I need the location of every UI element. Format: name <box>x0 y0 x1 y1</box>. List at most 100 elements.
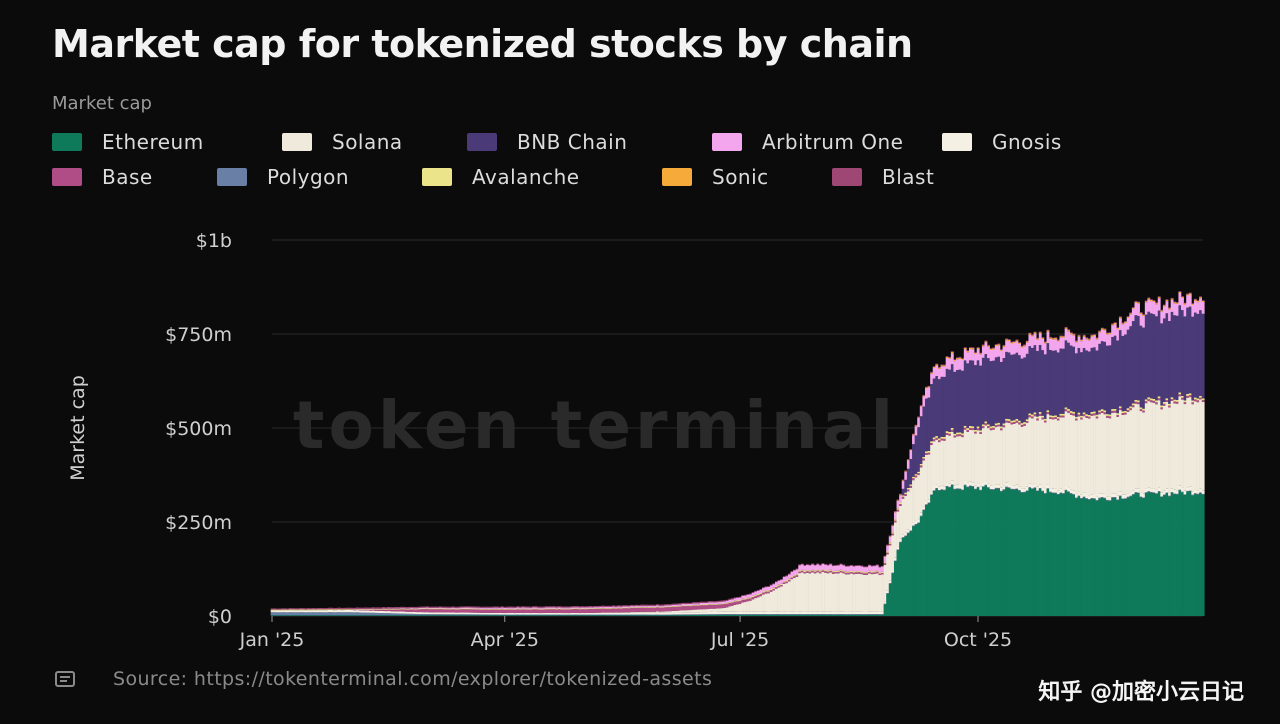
bar-segment-arbitrum-one <box>403 608 406 609</box>
bar-segment-ethereum <box>1173 494 1176 616</box>
bar-segment-sonic <box>961 359 964 360</box>
bar-segment-arbitrum-one <box>809 565 812 570</box>
bar-segment-ethereum <box>718 615 721 616</box>
bar-segment-arbitrum-one <box>728 600 731 602</box>
bar-segment-avalanche <box>677 606 680 607</box>
bar-segment-gnosis <box>597 613 600 615</box>
bar-segment-blast <box>772 583 775 584</box>
bar-segment-ethereum <box>723 615 726 616</box>
bar-segment-avalanche <box>550 609 553 610</box>
bar-segment-blast <box>568 607 571 608</box>
bar-segment-polygon <box>687 614 690 615</box>
bar-segment-base <box>744 599 747 602</box>
bar-segment-arbitrum-one <box>1124 323 1127 335</box>
bar-segment-polygon <box>664 615 667 616</box>
bar-segment-blast <box>897 499 900 500</box>
bar-segment-blast <box>902 480 905 481</box>
bar-segment-blast <box>855 565 858 566</box>
bar-segment-gnosis <box>1160 493 1163 497</box>
bar-segment-ethereum <box>1160 497 1163 616</box>
bar-segment-arbitrum-one <box>426 608 429 609</box>
bar-segment-ethereum <box>434 615 437 616</box>
bar-segment-ethereum <box>1191 496 1194 617</box>
bar-segment-avalanche <box>547 609 550 610</box>
bar-segment-solana <box>630 612 633 613</box>
bar-segment-blast <box>1016 340 1019 341</box>
bar-segment-gnosis <box>372 611 375 613</box>
bar-segment-blast <box>566 607 569 608</box>
bar-segment-ethereum <box>1137 493 1140 616</box>
bar-segment-ethereum <box>496 615 499 616</box>
bar-segment-ethereum <box>1109 501 1112 616</box>
bar-segment-polygon <box>1047 488 1050 489</box>
bar-segment-gnosis <box>620 613 623 615</box>
bar-segment-arbitrum-one <box>1114 324 1117 336</box>
bar-segment-arbitrum-one <box>1085 339 1088 350</box>
bar-segment-blast <box>395 607 398 608</box>
bar-segment-polygon <box>452 614 455 615</box>
bar-segment-base <box>576 609 579 613</box>
bar-segment-blast <box>853 566 856 567</box>
bar-segment-arbitrum-one <box>829 564 832 569</box>
bar-segment-base <box>878 574 881 575</box>
bar-segment-polygon <box>390 613 393 615</box>
bar-segment-ethereum <box>827 615 830 616</box>
bar-segment-bnb-chain <box>1111 337 1114 409</box>
bar-segment-arbitrum-one <box>444 608 447 609</box>
bar-segment-polygon <box>1184 494 1187 495</box>
bar-segment-polygon <box>356 612 359 615</box>
source-text[interactable]: Source: https://tokenterminal.com/explor… <box>113 668 712 690</box>
bar-segment-base <box>749 598 752 600</box>
bar-segment-blast <box>1127 316 1130 317</box>
bar-segment-ethereum <box>586 615 589 616</box>
bar-segment-ethereum <box>524 615 527 616</box>
bar-segment-arbitrum-one <box>695 603 698 605</box>
bar-segment-arbitrum-one <box>881 567 884 572</box>
bar-segment-solana <box>646 612 649 613</box>
bar-segment-base <box>571 609 574 613</box>
bar-segment-blast <box>1034 332 1037 333</box>
bar-segment-blast <box>780 579 783 580</box>
bar-segment-sonic <box>894 512 897 513</box>
bar-segment-gnosis <box>1047 484 1050 488</box>
bar-segment-gnosis <box>1122 495 1125 499</box>
bar-segment-sonic <box>1098 331 1101 332</box>
bar-segment-base <box>840 571 843 573</box>
bar-segment-arbitrum-one <box>700 603 703 605</box>
bar-segment-avalanche <box>1155 400 1158 402</box>
bar-segment-avalanche <box>395 609 398 610</box>
bar-segment-gnosis <box>322 610 325 612</box>
bar-segment-solana <box>739 604 742 612</box>
bar-segment-avalanche <box>1184 400 1187 402</box>
bar-segment-solana <box>713 609 716 612</box>
bar-segment-polygon <box>529 615 532 616</box>
bar-segment-bnb-chain <box>1109 345 1112 414</box>
bar-segment-ethereum <box>1194 494 1197 616</box>
bar-segment-solana <box>889 546 892 581</box>
bar-segment-ethereum <box>984 486 987 616</box>
bar-segment-polygon <box>475 614 478 615</box>
bar-segment-blast <box>819 565 822 566</box>
bar-segment-ethereum <box>977 488 980 616</box>
bar-segment-gnosis <box>661 613 664 615</box>
bar-segment-arbitrum-one <box>1000 351 1003 362</box>
bar-segment-gnosis <box>891 570 894 573</box>
bar-segment-blast <box>641 605 644 606</box>
bar-segment-base <box>832 572 835 573</box>
bar-segment-solana <box>946 435 949 483</box>
bar-segment-avalanche <box>1202 398 1205 400</box>
bar-segment-polygon <box>682 614 685 615</box>
bar-segment-avalanche <box>1072 412 1075 414</box>
bar-segment-polygon <box>1199 492 1202 493</box>
bar-segment-blast <box>695 602 698 603</box>
bar-segment-gnosis <box>871 612 874 614</box>
bar-segment-gnosis <box>677 612 680 614</box>
bar-segment-sonic <box>1173 302 1176 303</box>
bar-segment-solana <box>1059 417 1062 488</box>
bar-segment-arbitrum-one <box>744 596 747 599</box>
bar-segment-gnosis <box>938 487 941 490</box>
bar-segment-ethereum <box>992 490 995 616</box>
bar-segment-blast <box>700 602 703 603</box>
bar-segment-avalanche <box>935 436 938 438</box>
bar-segment-blast <box>1044 341 1047 342</box>
